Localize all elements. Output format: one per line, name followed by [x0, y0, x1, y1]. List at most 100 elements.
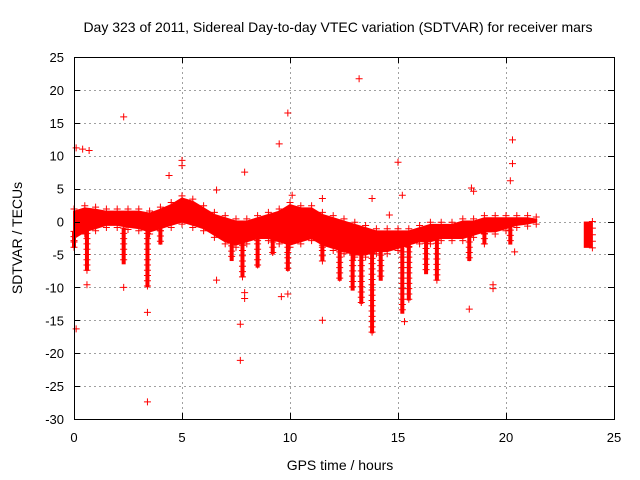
- outlier-point: [506, 177, 514, 185]
- y-tick-label: 10: [50, 149, 64, 164]
- outlier-point: [72, 325, 80, 333]
- edge-marker: [416, 221, 424, 229]
- edge-marker: [189, 195, 197, 203]
- tail-marker: [120, 256, 128, 264]
- tail-marker: [433, 276, 441, 284]
- edge-marker: [351, 253, 359, 261]
- edge-marker: [340, 215, 348, 223]
- edge-marker: [318, 208, 326, 216]
- x-tick-label: 5: [178, 430, 185, 445]
- outlier-point: [318, 195, 326, 203]
- outlier-point: [400, 318, 408, 326]
- tail-marker: [238, 273, 246, 281]
- y-tick-label: 20: [50, 83, 64, 98]
- tail-marker: [398, 306, 406, 314]
- outlier-point: [120, 283, 128, 291]
- outlier-point: [213, 276, 221, 284]
- edge-marker: [167, 198, 175, 206]
- x-tick-label: 0: [70, 430, 77, 445]
- edge-marker: [329, 247, 337, 255]
- x-tick-labels: 0 5 10 15 20 25: [70, 430, 621, 445]
- outlier-point: [178, 162, 186, 170]
- tail-marker: [156, 237, 164, 245]
- edge-marker: [513, 223, 521, 231]
- edge-marker: [113, 223, 121, 231]
- edge-marker: [362, 253, 370, 261]
- edge-marker: [524, 212, 532, 220]
- x-axis-title: GPS time / hours: [287, 457, 394, 473]
- data-band: [73, 197, 538, 256]
- y-tick-labels: -30 -25 -20 -15 -10 -5 0 5 10 15 20 25: [45, 50, 64, 427]
- tail-marker: [422, 266, 430, 274]
- edge-marker: [135, 227, 143, 235]
- tail-marker: [143, 282, 151, 290]
- edge-marker: [200, 227, 208, 235]
- edge-marker: [480, 230, 488, 238]
- edge-marker: [167, 223, 175, 231]
- edge-marker: [372, 250, 380, 258]
- edge-marker: [135, 205, 143, 213]
- edge-marker: [243, 215, 251, 223]
- y-tick-label: -25: [45, 379, 64, 394]
- plot-frame: [74, 57, 615, 420]
- edge-marker: [308, 237, 316, 245]
- edge-marker: [275, 205, 283, 213]
- y-tick-label: -5: [52, 247, 64, 262]
- edge-marker: [383, 250, 391, 258]
- tail-marker: [349, 283, 357, 291]
- edge-marker: [124, 225, 132, 233]
- edge-marker: [394, 247, 402, 255]
- outlier-point: [236, 356, 244, 364]
- edge-marker: [178, 192, 186, 200]
- outlier-point: [368, 195, 376, 203]
- edge-marker: [394, 225, 402, 233]
- edge-marker: [92, 227, 100, 235]
- edge-marker: [286, 198, 294, 206]
- edge-marker: [156, 203, 164, 211]
- edge-marker: [102, 205, 110, 213]
- outlier-point: [508, 136, 516, 144]
- edge-marker: [405, 225, 413, 233]
- late-marker: [588, 224, 596, 232]
- edge-marker: [102, 223, 110, 231]
- tail-marker: [405, 295, 413, 303]
- outlier-point: [143, 398, 151, 406]
- tail-marker: [336, 274, 344, 282]
- edge-marker: [426, 240, 434, 248]
- late-marker: [588, 218, 596, 226]
- outlier-point: [83, 281, 91, 289]
- outlier-point: [508, 160, 516, 168]
- late-marker: [588, 231, 596, 239]
- tail-marker: [465, 254, 473, 262]
- outlier-point: [85, 146, 93, 154]
- edge-marker: [351, 218, 359, 226]
- edge-marker: [470, 233, 478, 241]
- outlier-point: [165, 171, 173, 179]
- edge-marker: [200, 202, 208, 210]
- edge-marker: [113, 205, 121, 213]
- edge-marker: [372, 225, 380, 233]
- edge-marker: [513, 212, 521, 220]
- outlier-point: [241, 168, 249, 176]
- edge-marker: [146, 230, 154, 238]
- y-tick-label: -15: [45, 313, 64, 328]
- edge-marker: [448, 218, 456, 226]
- edge-marker: [232, 243, 240, 251]
- y-tick-label: 15: [50, 116, 64, 131]
- edge-marker: [524, 222, 532, 230]
- x-tick-label: 20: [499, 430, 513, 445]
- outlier-point: [385, 211, 393, 219]
- tail-marker: [284, 264, 292, 272]
- tail-marker: [480, 240, 488, 248]
- edge-marker: [286, 243, 294, 251]
- outlier-point: [355, 75, 363, 83]
- data-layer: [70, 75, 596, 406]
- edge-marker: [178, 220, 186, 228]
- x-tick-label: 25: [607, 430, 621, 445]
- edge-marker: [318, 243, 326, 251]
- edge-marker: [254, 237, 262, 245]
- outlier-point: [394, 158, 402, 166]
- outlier-point: [236, 320, 244, 328]
- edge-marker: [221, 240, 229, 248]
- edge-marker: [502, 212, 510, 220]
